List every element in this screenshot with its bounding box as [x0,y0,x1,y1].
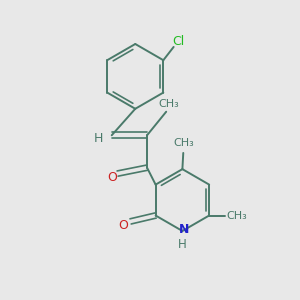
Text: H: H [178,238,187,251]
Text: CH₃: CH₃ [227,211,248,220]
Text: O: O [118,219,128,232]
Text: H: H [94,132,103,145]
Text: O: O [107,172,117,184]
Text: CH₃: CH₃ [159,99,179,110]
Text: Cl: Cl [172,34,184,48]
Text: CH₃: CH₃ [173,138,194,148]
Text: N: N [179,223,189,236]
